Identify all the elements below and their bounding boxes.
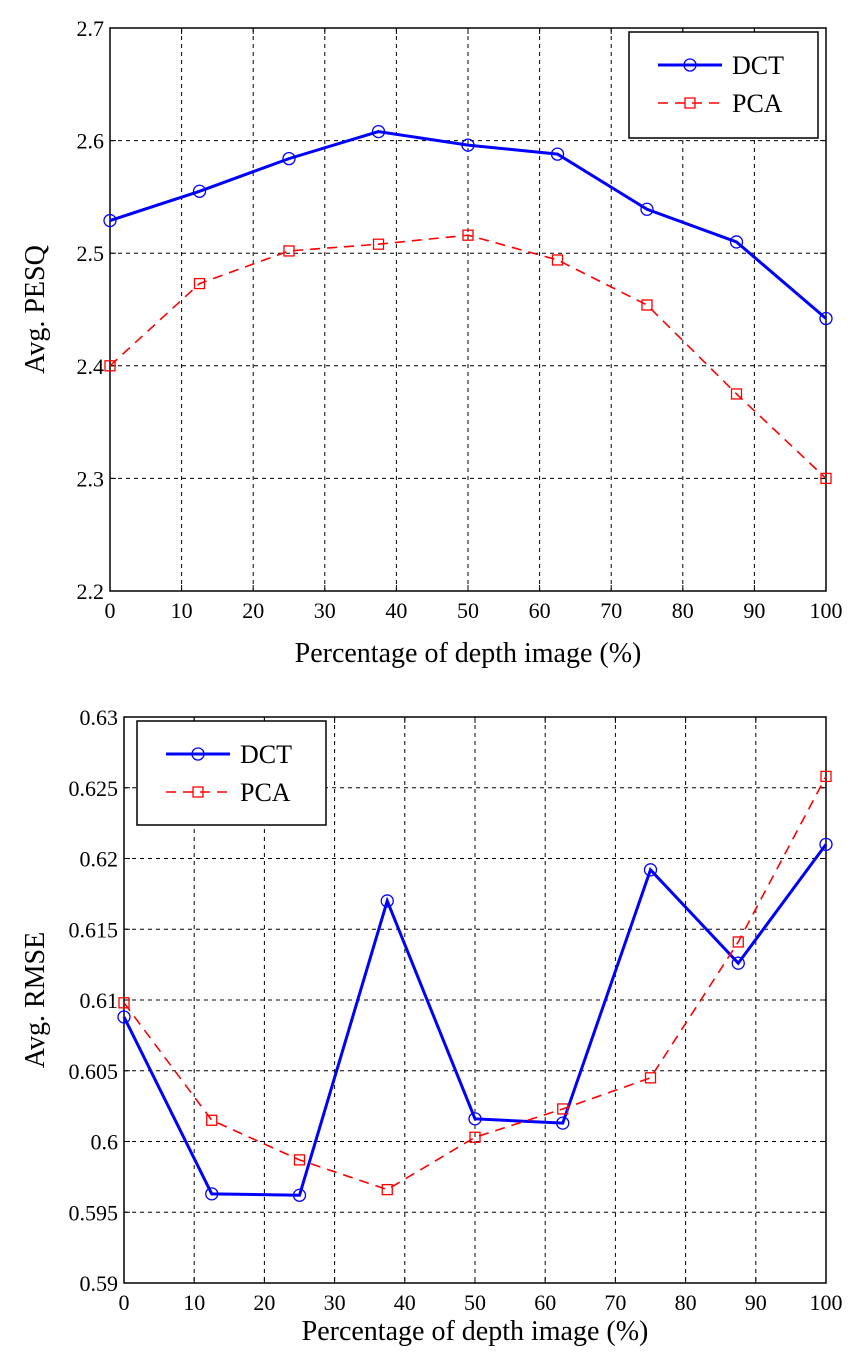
x-tick-label: 90 bbox=[745, 1290, 767, 1315]
legend-dct-label: DCT bbox=[240, 740, 292, 769]
x-tick-label: 30 bbox=[324, 1290, 346, 1315]
pca-point bbox=[820, 770, 832, 783]
y-tick-label: 0.63 bbox=[80, 705, 119, 730]
pca-point bbox=[557, 1103, 569, 1115]
pca-point bbox=[462, 229, 474, 241]
legend-pca-label: PCA bbox=[240, 778, 291, 807]
y-tick-label: 2.6 bbox=[77, 129, 105, 154]
y-tick-label: 2.3 bbox=[77, 466, 105, 491]
x-tick-label: 40 bbox=[394, 1290, 416, 1315]
pca-point bbox=[104, 360, 116, 372]
pca-point bbox=[644, 1072, 657, 1084]
y-tick-label: 0.615 bbox=[69, 917, 119, 942]
dct-point bbox=[819, 311, 833, 326]
dct-point bbox=[461, 138, 475, 152]
pca-point bbox=[381, 1183, 393, 1196]
x-tick-label: 0 bbox=[119, 1290, 130, 1315]
x-tick-label: 10 bbox=[171, 598, 193, 623]
x-tick-label: 50 bbox=[457, 598, 479, 623]
legend-pca-label: PCA bbox=[732, 89, 783, 118]
dct-point bbox=[371, 124, 386, 139]
chart-2: 0 10 20 30 40 50 60 70 80 90 100 0.59 0.595 0.6 0.605 0… bbox=[20, 705, 843, 1347]
pca-point bbox=[641, 299, 653, 311]
dct-point bbox=[468, 1112, 482, 1126]
pca-point bbox=[469, 1131, 481, 1143]
dct-point bbox=[640, 202, 654, 216]
dct-point bbox=[729, 235, 744, 249]
pca-point bbox=[730, 388, 743, 400]
x-tick-label: 30 bbox=[314, 598, 336, 623]
x-axis-label: Percentage of depth image (%) bbox=[295, 638, 642, 669]
y-tick-label: 2.7 bbox=[77, 16, 105, 41]
legend-dct-label: DCT bbox=[732, 51, 784, 80]
legend-dct-marker bbox=[683, 58, 697, 72]
x-tick-label: 80 bbox=[672, 598, 694, 623]
dct-point bbox=[643, 863, 658, 877]
dct-point bbox=[556, 1116, 570, 1130]
x-tick-label: 20 bbox=[253, 1290, 275, 1315]
dct-point bbox=[103, 213, 117, 228]
dct-series-line bbox=[109, 130, 827, 320]
y-axis-label: Avg. RMSE bbox=[20, 932, 51, 1068]
y-tick-label: 0.595 bbox=[69, 1200, 119, 1225]
y-tick-label: 0.605 bbox=[69, 1059, 119, 1084]
dct-point bbox=[380, 894, 394, 908]
dct-point bbox=[731, 956, 745, 970]
chart-1: 0 10 20 30 40 50 60 70 80 90 100 2.2 2.3 2.4 2.5 2.6 2.7… bbox=[20, 16, 843, 669]
legend-pca-marker bbox=[192, 786, 204, 798]
y-tick-label: 0.625 bbox=[69, 776, 119, 801]
dct-point bbox=[550, 147, 565, 161]
legend: DCT PCA bbox=[136, 720, 327, 826]
dct-point bbox=[292, 1188, 307, 1202]
x-tick-label: 100 bbox=[810, 1290, 843, 1315]
y-tick-label: 2.4 bbox=[77, 354, 105, 379]
dct-point bbox=[117, 1010, 131, 1024]
y-tick-label: 0.61 bbox=[80, 988, 119, 1013]
x-tick-label: 10 bbox=[183, 1290, 205, 1315]
y-tick-label: 0.59 bbox=[80, 1271, 119, 1296]
x-tick-label: 40 bbox=[385, 598, 407, 623]
pca-point bbox=[206, 1114, 218, 1126]
pca-point bbox=[283, 245, 295, 257]
legend-dct-marker bbox=[191, 747, 205, 761]
x-tick-label: 70 bbox=[600, 598, 622, 623]
pca-point bbox=[193, 277, 206, 290]
dct-point bbox=[282, 151, 296, 166]
y-tick-label: 2.2 bbox=[77, 579, 105, 604]
x-tick-label: 100 bbox=[810, 598, 843, 623]
pca-point bbox=[551, 254, 564, 266]
pca-point bbox=[820, 472, 832, 485]
x-tick-label: 90 bbox=[743, 598, 765, 623]
pca-point bbox=[293, 1154, 306, 1166]
pca-point bbox=[732, 936, 744, 948]
y-tick-label: 0.6 bbox=[91, 1130, 119, 1155]
x-tick-label: 70 bbox=[604, 1290, 626, 1315]
pca-point bbox=[118, 997, 130, 1009]
pca-series-line bbox=[109, 234, 827, 479]
dct-point bbox=[192, 184, 207, 198]
legend-pca-marker bbox=[684, 97, 696, 109]
pca-series-line bbox=[123, 776, 827, 1191]
y-tick-label: 0.62 bbox=[80, 847, 119, 872]
x-tick-label: 0 bbox=[105, 598, 116, 623]
x-tick-label: 20 bbox=[242, 598, 264, 623]
dct-point bbox=[819, 837, 833, 851]
y-tick-label: 2.5 bbox=[77, 241, 105, 266]
legend-box bbox=[628, 31, 819, 139]
legend: DCT PCA bbox=[628, 31, 819, 139]
x-tick-label: 60 bbox=[529, 598, 551, 623]
x-tick-label: 50 bbox=[464, 1290, 486, 1315]
dct-series-line bbox=[122, 843, 828, 1197]
pca-point bbox=[372, 238, 385, 250]
x-tick-label: 60 bbox=[534, 1290, 556, 1315]
legend-box bbox=[136, 720, 327, 826]
dct-point bbox=[205, 1187, 219, 1201]
x-axis-label: Percentage of depth image (%) bbox=[302, 1316, 649, 1347]
x-tick-label: 80 bbox=[675, 1290, 697, 1315]
y-axis-label: Avg. PESQ bbox=[20, 245, 51, 374]
